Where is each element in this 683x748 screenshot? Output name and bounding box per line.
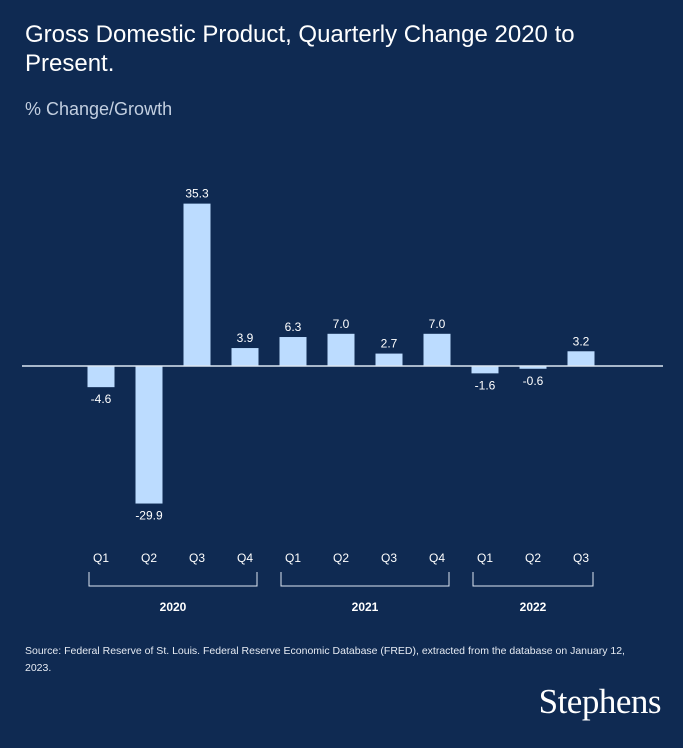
data-label-10: 3.2 (573, 334, 590, 348)
data-label-5: 7.0 (333, 317, 350, 331)
tick-label-4: Q1 (285, 551, 301, 565)
bar-7 (423, 333, 451, 366)
gdp-bar-chart: -4.6 -29.9 35.3 3.9 6.3 7.0 2.7 7.0 -1.6 -0.6 3.2 Q… (22, 187, 663, 614)
tick-label-1: Q2 (141, 551, 157, 565)
data-label-8: -1.6 (475, 378, 496, 392)
data-label-9: -0.6 (523, 374, 544, 388)
bar-3 (231, 348, 259, 366)
tick-label-9: Q2 (525, 551, 541, 565)
group-label-1: 2021 (352, 600, 379, 614)
tick-label-6: Q3 (381, 551, 397, 565)
bar-2 (183, 203, 211, 366)
tick-label-0: Q1 (93, 551, 109, 565)
data-label-3: 3.9 (237, 331, 254, 345)
stephens-logo: Stephens (538, 682, 662, 721)
bar-0 (87, 366, 115, 388)
tick-label-7: Q4 (429, 551, 445, 565)
tick-label-5: Q2 (333, 551, 349, 565)
group-bracket-2 (472, 572, 594, 587)
bar-4 (279, 337, 307, 366)
bar-6 (375, 353, 403, 366)
bar-1 (135, 366, 163, 504)
data-label-4: 6.3 (285, 320, 302, 334)
bar-8 (471, 366, 499, 374)
source-note: Source: Federal Reserve of St. Louis. Fe… (25, 645, 625, 674)
tick-label-3: Q4 (237, 551, 253, 565)
bar-5 (327, 333, 355, 366)
data-label-2: 35.3 (185, 187, 209, 201)
group-bracket-1 (280, 572, 450, 587)
chart-title: Gross Domestic Product, Quarterly Change… (25, 21, 575, 77)
data-label-1: -29.9 (135, 509, 163, 523)
data-label-6: 2.7 (381, 337, 398, 351)
bar-10 (567, 351, 595, 366)
chart-subtitle: % Change/Growth (25, 99, 173, 119)
tick-label-2: Q3 (189, 551, 205, 565)
bar-9 (519, 366, 547, 369)
group-bracket-0 (88, 572, 258, 587)
tick-label-10: Q3 (573, 551, 589, 565)
data-label-7: 7.0 (429, 317, 446, 331)
tick-label-8: Q1 (477, 551, 493, 565)
group-label-0: 2020 (160, 600, 187, 614)
group-label-2: 2022 (520, 600, 547, 614)
data-label-0: -4.6 (91, 392, 112, 406)
